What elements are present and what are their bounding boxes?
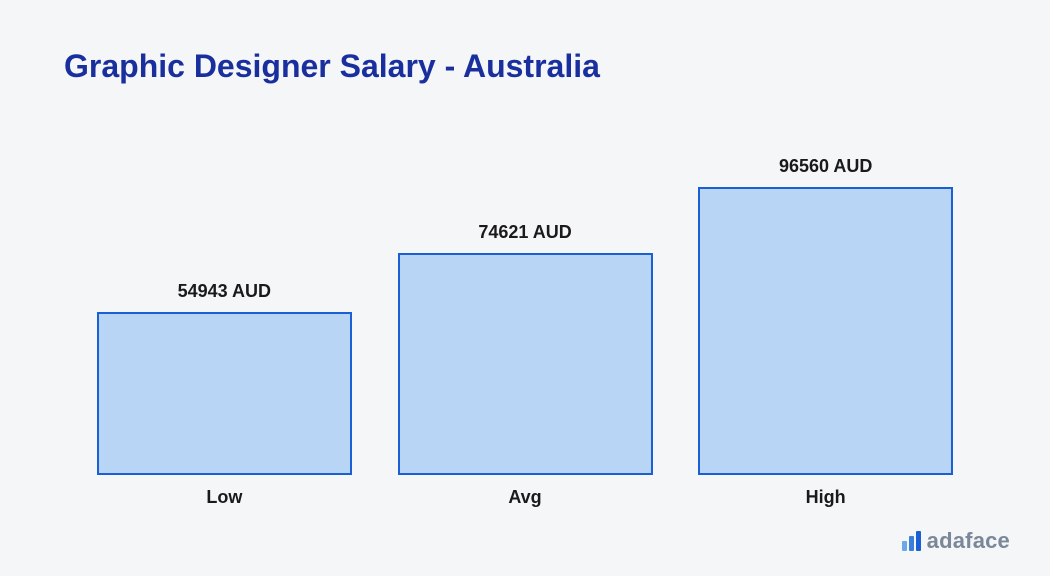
- category-wrap: High: [695, 487, 956, 508]
- category-label-low: Low: [97, 487, 352, 508]
- bar-group-low: 54943 AUD: [94, 281, 355, 475]
- chart-plot-area: 54943 AUD 74621 AUD 96560 AUD: [64, 155, 986, 475]
- bar-group-avg: 74621 AUD: [395, 222, 656, 475]
- bar-low: [97, 312, 352, 475]
- category-label-high: High: [698, 487, 953, 508]
- bar-avg: [398, 253, 653, 475]
- category-wrap: Avg: [395, 487, 656, 508]
- brand-name: adaface: [927, 528, 1010, 554]
- bar-value-label: 74621 AUD: [478, 222, 571, 243]
- bar-high: [698, 187, 953, 475]
- category-label-avg: Avg: [398, 487, 653, 508]
- bar-chart-icon: [902, 531, 921, 551]
- chart-title: Graphic Designer Salary - Australia: [64, 48, 986, 85]
- bar-value-label: 96560 AUD: [779, 156, 872, 177]
- brand-logo: adaface: [902, 528, 1010, 554]
- logo-bar: [902, 541, 907, 551]
- bar-value-label: 54943 AUD: [178, 281, 271, 302]
- category-axis: Low Avg High: [64, 475, 986, 508]
- bar-group-high: 96560 AUD: [695, 156, 956, 475]
- category-wrap: Low: [94, 487, 355, 508]
- logo-bar: [916, 531, 921, 551]
- logo-bar: [909, 536, 914, 551]
- chart-container: Graphic Designer Salary - Australia 5494…: [0, 0, 1050, 576]
